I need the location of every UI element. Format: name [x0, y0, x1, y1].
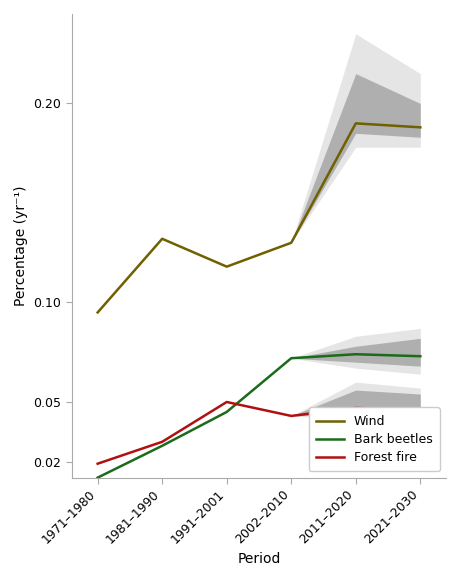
- Forest fire: [224, 398, 229, 405]
- Forest fire: [159, 438, 165, 445]
- Bark beetles: [224, 408, 229, 415]
- Line: Wind: Wind: [97, 124, 420, 313]
- Forest fire: [95, 460, 100, 467]
- Wind: [224, 263, 229, 270]
- Bark beetles: [352, 351, 358, 358]
- Wind: [288, 240, 293, 246]
- Bark beetles: [417, 353, 422, 360]
- Bark beetles: [288, 355, 293, 362]
- Line: Forest fire: Forest fire: [97, 402, 420, 463]
- Forest fire: [352, 404, 358, 411]
- Forest fire: [417, 407, 422, 414]
- Wind: [417, 124, 422, 131]
- Wind: [352, 120, 358, 127]
- Wind: [95, 309, 100, 316]
- Bark beetles: [95, 474, 100, 481]
- Bark beetles: [159, 443, 165, 450]
- Forest fire: [288, 412, 293, 419]
- Line: Bark beetles: Bark beetles: [97, 354, 420, 477]
- X-axis label: Period: Period: [237, 552, 280, 566]
- Legend: Wind, Bark beetles, Forest fire: Wind, Bark beetles, Forest fire: [308, 407, 439, 472]
- Wind: [159, 235, 165, 242]
- Y-axis label: Percentage (yr⁻¹): Percentage (yr⁻¹): [14, 186, 28, 306]
